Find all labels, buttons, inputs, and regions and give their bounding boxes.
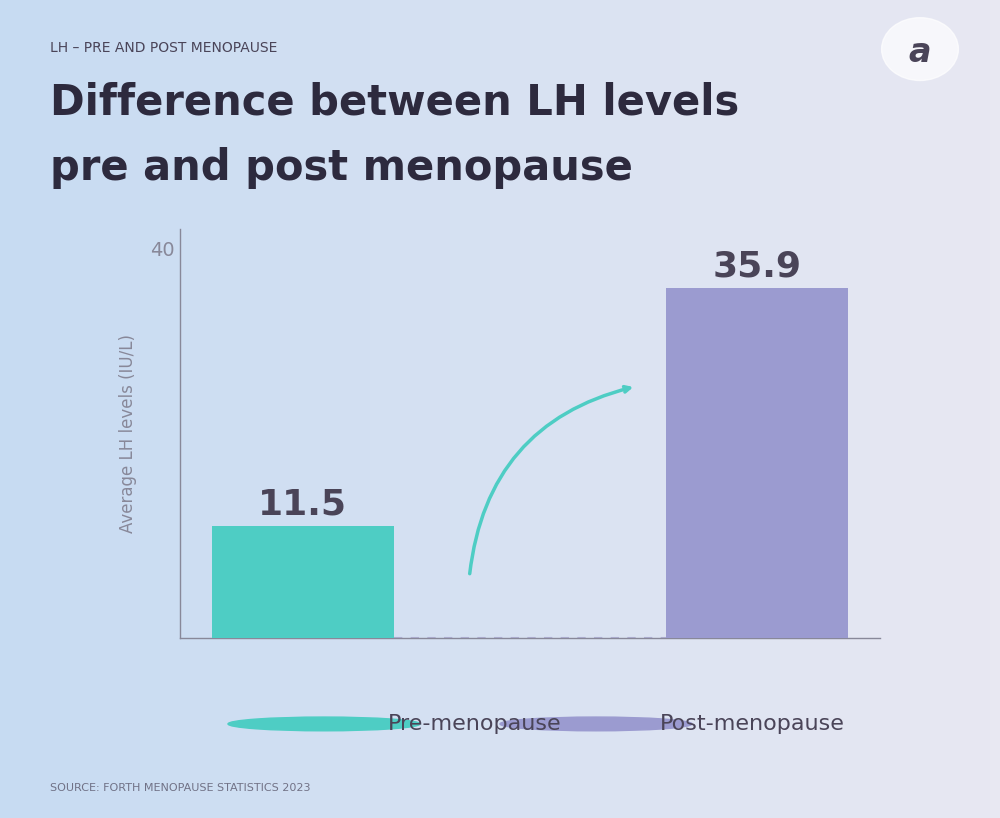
- Text: Difference between LH levels: Difference between LH levels: [50, 82, 739, 124]
- Text: a: a: [909, 36, 931, 69]
- Bar: [666, 289, 848, 638]
- Text: pre and post menopause: pre and post menopause: [50, 147, 633, 189]
- Circle shape: [228, 717, 420, 730]
- Text: LH – PRE AND POST MENOPAUSE: LH – PRE AND POST MENOPAUSE: [50, 41, 277, 55]
- Text: Pre-menopause: Pre-menopause: [388, 714, 562, 734]
- Y-axis label: Average LH levels (IU/L): Average LH levels (IU/L): [119, 334, 137, 533]
- Text: Post-menopause: Post-menopause: [660, 714, 845, 734]
- Text: 35.9: 35.9: [713, 249, 802, 284]
- Text: SOURCE: FORTH MENOPAUSE STATISTICS 2023: SOURCE: FORTH MENOPAUSE STATISTICS 2023: [50, 784, 310, 793]
- Text: 11.5: 11.5: [258, 488, 347, 521]
- Bar: [212, 526, 394, 638]
- Circle shape: [500, 717, 692, 730]
- Circle shape: [882, 18, 958, 80]
